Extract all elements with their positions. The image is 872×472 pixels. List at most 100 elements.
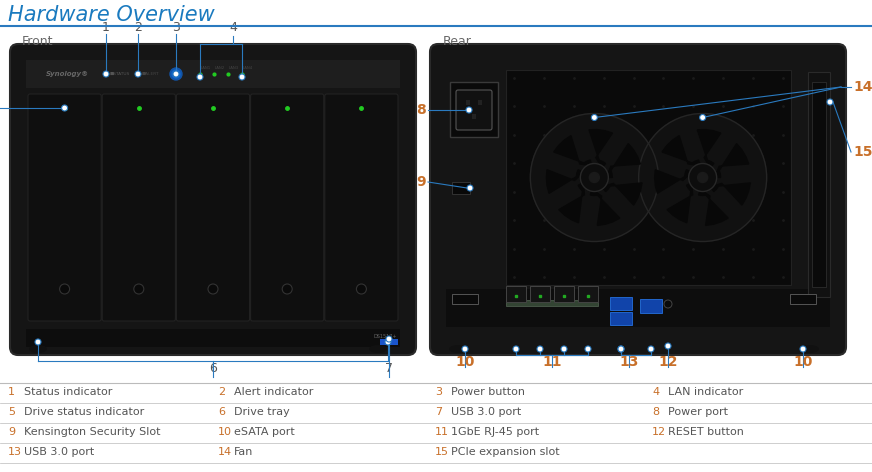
Text: LAN indicator: LAN indicator — [668, 387, 743, 397]
Bar — [812, 82, 826, 287]
Text: ■STATUS: ■STATUS — [110, 72, 130, 76]
Text: 6: 6 — [218, 407, 225, 417]
Text: Kensington Security Slot: Kensington Security Slot — [24, 427, 160, 437]
Bar — [790, 294, 816, 304]
Polygon shape — [547, 170, 583, 194]
Bar — [506, 70, 791, 285]
Polygon shape — [715, 143, 749, 177]
Bar — [452, 182, 470, 194]
Bar — [446, 289, 830, 327]
Bar — [578, 286, 598, 302]
Circle shape — [239, 74, 245, 80]
Text: Front: Front — [22, 35, 53, 48]
Polygon shape — [698, 130, 721, 168]
Circle shape — [618, 346, 624, 352]
Polygon shape — [554, 135, 592, 166]
Circle shape — [800, 346, 806, 352]
Circle shape — [827, 99, 833, 105]
Circle shape — [581, 163, 609, 192]
Text: 11: 11 — [435, 427, 449, 437]
Text: 13: 13 — [8, 447, 22, 457]
Ellipse shape — [29, 345, 47, 353]
Text: 3: 3 — [172, 21, 180, 34]
Text: Power port: Power port — [668, 407, 728, 417]
Bar — [506, 286, 526, 302]
Circle shape — [357, 284, 366, 294]
Polygon shape — [559, 183, 584, 223]
Circle shape — [35, 339, 41, 345]
Text: 8: 8 — [652, 407, 659, 417]
Circle shape — [648, 346, 654, 352]
Polygon shape — [698, 189, 728, 226]
Bar — [506, 300, 598, 306]
Text: 4: 4 — [652, 387, 659, 397]
Circle shape — [172, 70, 180, 78]
Circle shape — [173, 71, 179, 77]
Bar — [478, 100, 482, 105]
Circle shape — [591, 115, 597, 120]
Circle shape — [589, 172, 599, 183]
Polygon shape — [710, 183, 750, 205]
Bar — [26, 60, 400, 88]
Text: PCIe expansion slot: PCIe expansion slot — [451, 447, 560, 457]
Text: 10: 10 — [218, 427, 232, 437]
Polygon shape — [655, 170, 691, 194]
Text: USB 3.0 port: USB 3.0 port — [24, 447, 94, 457]
Text: LAN1: LAN1 — [201, 66, 211, 70]
Circle shape — [467, 185, 473, 191]
Text: 2: 2 — [134, 21, 142, 34]
Text: RESET button: RESET button — [668, 427, 744, 437]
Text: USB 3.0 port: USB 3.0 port — [451, 407, 521, 417]
Polygon shape — [662, 135, 700, 166]
Text: 8: 8 — [416, 103, 426, 117]
Text: 6: 6 — [209, 362, 217, 375]
Text: Power button: Power button — [451, 387, 525, 397]
Polygon shape — [606, 143, 640, 177]
Polygon shape — [589, 130, 612, 168]
Bar — [808, 72, 830, 297]
Text: 10: 10 — [794, 355, 813, 369]
Circle shape — [208, 284, 218, 294]
Text: 1GbE RJ-45 port: 1GbE RJ-45 port — [451, 427, 539, 437]
FancyBboxPatch shape — [456, 90, 492, 130]
Polygon shape — [602, 183, 642, 205]
Text: Synology®: Synology® — [46, 71, 89, 77]
Circle shape — [530, 113, 658, 242]
Bar — [640, 299, 662, 313]
Text: 7: 7 — [385, 362, 393, 375]
Bar — [450, 82, 498, 137]
Circle shape — [170, 68, 182, 80]
FancyBboxPatch shape — [102, 94, 175, 321]
Bar — [466, 100, 470, 105]
Circle shape — [385, 339, 391, 345]
Ellipse shape — [801, 345, 819, 353]
Text: 1: 1 — [8, 387, 15, 397]
Polygon shape — [667, 183, 692, 223]
Circle shape — [133, 284, 144, 294]
Text: 12: 12 — [652, 427, 666, 437]
Text: 11: 11 — [542, 355, 562, 369]
Text: DS1517+: DS1517+ — [373, 335, 397, 339]
FancyBboxPatch shape — [10, 44, 416, 355]
FancyBboxPatch shape — [176, 94, 249, 321]
Circle shape — [699, 115, 705, 120]
Text: Rear: Rear — [443, 35, 472, 48]
Text: Alert indicator: Alert indicator — [234, 387, 313, 397]
Text: Fan: Fan — [234, 447, 254, 457]
Bar — [610, 312, 632, 325]
Bar — [554, 286, 574, 302]
Circle shape — [513, 346, 519, 352]
Text: 9: 9 — [8, 427, 15, 437]
Circle shape — [466, 107, 472, 113]
Circle shape — [103, 71, 109, 77]
FancyBboxPatch shape — [324, 94, 398, 321]
Text: Drive status indicator: Drive status indicator — [24, 407, 144, 417]
Circle shape — [665, 343, 671, 349]
Text: 3: 3 — [435, 387, 442, 397]
Ellipse shape — [449, 345, 467, 353]
Text: 13: 13 — [619, 355, 638, 369]
Text: Drive tray: Drive tray — [234, 407, 290, 417]
Bar — [452, 294, 478, 304]
Circle shape — [618, 346, 624, 352]
Text: Status indicator: Status indicator — [24, 387, 112, 397]
